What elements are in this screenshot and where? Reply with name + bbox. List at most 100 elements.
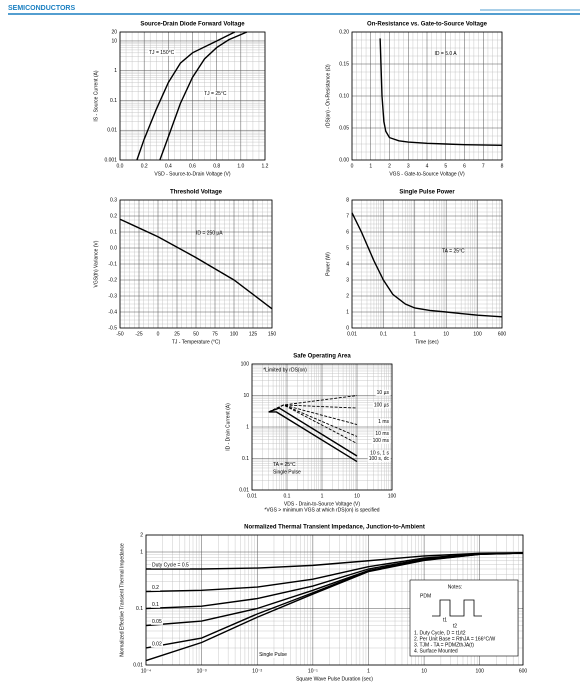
notes-box — [409, 579, 519, 657]
y-tick-label: -0.2 — [108, 277, 117, 283]
x-tick-label: -50 — [116, 331, 123, 337]
chart-title: Safe Operating Area — [293, 354, 351, 360]
x-tick-label: 125 — [249, 331, 258, 337]
annotation: TA = 25°C — [442, 249, 465, 255]
y-tick-label: 0.20 — [339, 29, 349, 35]
annotation: *Limited by rDS(on) — [263, 368, 307, 374]
series-label-bg — [151, 641, 163, 648]
y-tick-label: 1 — [114, 68, 117, 74]
x-tick-label: 10⁻¹ — [308, 668, 318, 674]
x-tick-label: 75 — [212, 331, 218, 337]
series-line — [268, 411, 358, 463]
note-text: 4. Surface Mounted — [414, 648, 458, 654]
x-tick-label: 10 — [354, 493, 360, 499]
series-label-bg — [203, 90, 228, 97]
chart: Source-Drain Diode Forward Voltage 0.0 0.2… — [93, 22, 268, 178]
x-tick-label: 10 — [443, 331, 449, 337]
x-tick-label: 1.0 — [237, 163, 244, 169]
y-tick-label: 7 — [346, 213, 349, 219]
annotation: Single Pulse — [273, 470, 301, 476]
x-tick-label: 100 — [230, 331, 239, 337]
series-label-bg — [151, 562, 191, 569]
x-tick-label: 2 — [388, 163, 391, 169]
y-axis-label: IS - Source Current (A) — [93, 70, 99, 121]
plot-frame — [351, 31, 503, 161]
y-tick-label: 20 — [111, 29, 117, 35]
x-tick-label: 0.01 — [247, 493, 257, 499]
x-tick-label: 5 — [444, 163, 447, 169]
series-label: Single Pulse — [259, 652, 287, 658]
series-label: Duty Cycle = 0.5 — [152, 562, 189, 568]
x-tick-label: 1 — [367, 668, 370, 674]
y-tick-label: 1 — [246, 424, 249, 430]
y-tick-label: 0.1 — [110, 229, 117, 235]
note-text: 2. Per Unit Base = RthJA = 166°C/W — [414, 636, 495, 642]
series-label: 1 ms — [378, 419, 389, 425]
y-axis-label: ID - Drain Current (A) — [225, 403, 231, 451]
x-tick-label: 25 — [174, 331, 180, 337]
x-tick-label: 1 — [321, 493, 324, 499]
chart: Threshold Voltage -50 -25 0 25 50 75 100 125 150 -… — [93, 190, 276, 346]
series-label: 10 s, 1 s — [370, 450, 389, 456]
x-tick-label: 0 — [351, 163, 354, 169]
series-label-bg — [151, 584, 161, 591]
series-label: 100 s, dc — [369, 456, 390, 462]
note-text: 3. TJM - TA = PDMZthJA(t) — [414, 642, 474, 648]
series-label-bg — [258, 651, 289, 658]
x-axis-label: Time (sec) — [415, 339, 439, 345]
y-tick-label: 6 — [346, 229, 349, 235]
x-tick-label: 7 — [482, 163, 485, 169]
y-tick-label: 0.00 — [339, 157, 349, 163]
x-tick-label: 10⁻⁴ — [141, 668, 151, 674]
x-tick-label: 6 — [463, 163, 466, 169]
x-tick-label: 0 — [157, 331, 160, 337]
x-tick-label: -25 — [135, 331, 142, 337]
chart: Single Pulse Power 0.01 0.1 1 10 100 600 0 1 2 3 4 5… — [325, 190, 506, 346]
series-label: 0.05 — [152, 619, 162, 625]
y-tick-label: 0.01 — [107, 128, 117, 134]
y-tick-label: 0 — [346, 325, 349, 331]
x-tick-label: 0.4 — [165, 163, 172, 169]
y-tick-label: 0.2 — [110, 213, 117, 219]
x-axis-label: VSD - Source-to-Drain Voltage (V) — [154, 171, 230, 177]
y-axis-label: VGS(th) Variance (V) — [93, 240, 99, 287]
chart-title: Normalized Thermal Transient Impedance, … — [244, 525, 425, 531]
series-label: TJ = 150°C — [149, 50, 175, 56]
plot-frame — [145, 534, 524, 666]
x-tick-label: 0.01 — [347, 331, 357, 337]
y-tick-label: 100 — [241, 361, 250, 367]
series-line — [268, 404, 358, 444]
series-label-bg — [148, 49, 176, 56]
y-tick-label: 0.05 — [339, 125, 349, 131]
x-axis-label: Square Wave Pulse Duration (sec) — [296, 676, 373, 682]
footnote: *VGS > minimum VGS at which rDS(on) is s… — [264, 507, 379, 513]
y-tick-label: 0.001 — [104, 157, 117, 163]
series-label: 10 ms — [375, 431, 389, 437]
x-tick-label: 1.2 — [262, 163, 269, 169]
x-axis-label: TJ - Temperature (°C) — [172, 339, 221, 345]
note-text: 1. Duty Cycle, D = t1/t2 — [414, 630, 466, 636]
plot-frame — [119, 199, 273, 329]
y-tick-label: 0.15 — [339, 61, 349, 67]
series-label-bg — [375, 389, 391, 396]
y-tick-label: 0.01 — [133, 662, 143, 668]
y-tick-label: 0.01 — [239, 487, 249, 493]
note-text: t1 — [443, 617, 447, 623]
note-text: PDM — [420, 593, 431, 599]
y-tick-label: 0.3 — [110, 197, 117, 203]
series-label: 0.02 — [152, 641, 162, 647]
pulse-diagram — [432, 599, 482, 617]
series-label-bg — [151, 618, 163, 625]
series-line — [159, 31, 248, 161]
annotation: TA = 25°C — [273, 462, 296, 468]
note-text: Notes: — [448, 584, 462, 590]
y-tick-label: 3 — [346, 277, 349, 283]
y-tick-label: -0.1 — [108, 261, 117, 267]
series-label: 10 µs — [377, 390, 390, 396]
x-tick-label: 0.6 — [189, 163, 196, 169]
x-tick-label: 150 — [268, 331, 277, 337]
y-tick-label: 1 — [346, 309, 349, 315]
x-tick-label: 50 — [193, 331, 199, 337]
x-tick-label: 0.8 — [213, 163, 220, 169]
